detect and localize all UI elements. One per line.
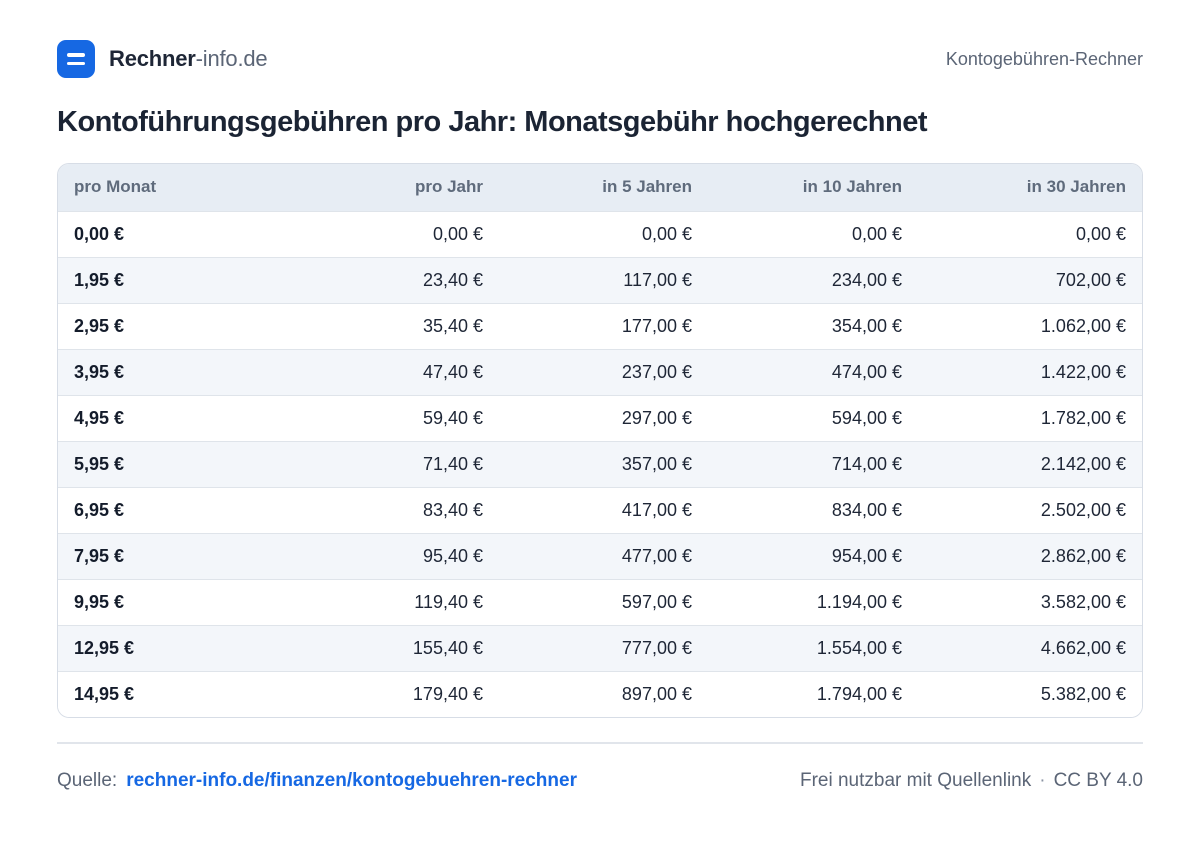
header: Rechner-info.de Kontogebühren-Rechner <box>57 40 1143 78</box>
table-row: 3,95 € 47,40 € 237,00 € 474,00 € 1.422,0… <box>58 349 1142 395</box>
cell-5-years: 477,00 € <box>621 545 692 566</box>
cell-30-years: 2.862,00 € <box>1040 545 1126 566</box>
logo-icon <box>57 40 95 78</box>
cell-yearly: 35,40 € <box>422 315 483 336</box>
table-body: 0,00 € 0,00 € 0,00 € 0,00 € 0,00 € 1,95 … <box>58 211 1142 717</box>
column-header-30-years: in 30 Jahren <box>1026 177 1126 197</box>
cell-yearly: 179,40 € <box>412 683 483 704</box>
cell-monthly: 0,00 € <box>74 223 125 244</box>
cell-yearly: 0,00 € <box>432 223 483 244</box>
cell-5-years: 117,00 € <box>623 269 692 290</box>
cell-5-years: 0,00 € <box>641 223 692 244</box>
cell-yearly: 83,40 € <box>422 499 483 520</box>
cell-5-years: 237,00 € <box>621 361 692 382</box>
cell-monthly: 14,95 € <box>74 683 135 704</box>
cell-30-years: 702,00 € <box>1055 269 1126 290</box>
table-row: 7,95 € 95,40 € 477,00 € 954,00 € 2.862,0… <box>58 533 1142 579</box>
cell-yearly: 59,40 € <box>422 407 483 428</box>
cell-10-years: 354,00 € <box>831 315 902 336</box>
brand[interactable]: Rechner-info.de <box>57 40 268 78</box>
cell-10-years: 0,00 € <box>851 223 902 244</box>
table-row: 9,95 € 119,40 € 597,00 € 1.194,00 € 3.58… <box>58 579 1142 625</box>
cell-30-years: 5.382,00 € <box>1040 683 1126 704</box>
column-header-10-years: in 10 Jahren <box>802 177 902 197</box>
cell-yearly: 23,40 € <box>422 269 483 290</box>
cell-yearly: 95,40 € <box>422 545 483 566</box>
license-separator: · <box>1039 770 1046 791</box>
cell-5-years: 177,00 € <box>621 315 692 336</box>
source-link[interactable]: rechner-info.de/finanzen/kontogebuehren-… <box>126 770 577 791</box>
cell-10-years: 714,00 € <box>831 453 902 474</box>
table-row: 2,95 € 35,40 € 177,00 € 354,00 € 1.062,0… <box>58 303 1142 349</box>
table-header-row: pro Monat pro Jahr in 5 Jahren in 10 Jah… <box>58 164 1142 211</box>
cell-5-years: 417,00 € <box>621 499 692 520</box>
license-text: Frei nutzbar mit Quellenlink <box>799 770 1032 791</box>
footer-divider <box>57 742 1143 744</box>
cell-5-years: 597,00 € <box>621 591 692 612</box>
cell-monthly: 4,95 € <box>74 407 125 428</box>
cell-5-years: 297,00 € <box>621 407 692 428</box>
table-row: 12,95 € 155,40 € 777,00 € 1.554,00 € 4.6… <box>58 625 1142 671</box>
cell-5-years: 357,00 € <box>621 453 692 474</box>
column-header-yearly: pro Jahr <box>414 177 483 197</box>
cell-10-years: 1.554,00 € <box>816 637 902 658</box>
source: Quelle: rechner-info.de/finanzen/kontoge… <box>57 770 577 792</box>
cell-yearly: 47,40 € <box>422 361 483 382</box>
cell-monthly: 5,95 € <box>74 453 125 474</box>
license-name: CC BY 4.0 <box>1053 770 1143 791</box>
cell-30-years: 4.662,00 € <box>1040 637 1126 658</box>
table-row: 5,95 € 71,40 € 357,00 € 714,00 € 2.142,0… <box>58 441 1142 487</box>
table-row: 0,00 € 0,00 € 0,00 € 0,00 € 0,00 € <box>58 211 1142 257</box>
cell-monthly: 2,95 € <box>74 315 125 336</box>
cell-10-years: 1.194,00 € <box>816 591 902 612</box>
cell-10-years: 474,00 € <box>831 361 902 382</box>
cell-10-years: 834,00 € <box>831 499 902 520</box>
cell-30-years: 2.142,00 € <box>1040 453 1126 474</box>
cell-monthly: 9,95 € <box>74 591 125 612</box>
cell-10-years: 234,00 € <box>831 269 902 290</box>
cell-monthly: 3,95 € <box>74 361 125 382</box>
table-row: 14,95 € 179,40 € 897,00 € 1.794,00 € 5.3… <box>58 671 1142 717</box>
cell-30-years: 2.502,00 € <box>1040 499 1126 520</box>
cell-30-years: 1.062,00 € <box>1040 315 1126 336</box>
cell-30-years: 0,00 € <box>1075 223 1126 244</box>
cell-monthly: 12,95 € <box>74 637 135 658</box>
fee-table: pro Monat pro Jahr in 5 Jahren in 10 Jah… <box>58 164 1142 717</box>
brand-name-strong: Rechner <box>109 46 196 71</box>
cell-10-years: 594,00 € <box>831 407 902 428</box>
footer: Quelle: rechner-info.de/finanzen/kontoge… <box>57 768 1143 794</box>
cell-5-years: 777,00 € <box>621 637 692 658</box>
cell-yearly: 119,40 € <box>414 591 483 612</box>
brand-name: Rechner-info.de <box>109 46 268 72</box>
fee-table-container: pro Monat pro Jahr in 5 Jahren in 10 Jah… <box>57 163 1143 718</box>
source-label: Quelle: <box>57 770 118 791</box>
table-row: 6,95 € 83,40 € 417,00 € 834,00 € 2.502,0… <box>58 487 1142 533</box>
cell-10-years: 954,00 € <box>831 545 902 566</box>
brand-name-light: -info.de <box>195 46 268 71</box>
cell-30-years: 1.782,00 € <box>1040 407 1126 428</box>
page-title: Kontoführungsgebühren pro Jahr: Monatsge… <box>57 106 928 138</box>
cell-monthly: 7,95 € <box>74 545 125 566</box>
cell-yearly: 155,40 € <box>412 637 483 658</box>
page-label: Kontogebühren-Rechner <box>945 48 1143 69</box>
column-header-monthly: pro Monat <box>74 177 157 197</box>
cell-monthly: 6,95 € <box>74 499 125 520</box>
table-row: 1,95 € 23,40 € 117,00 € 234,00 € 702,00 … <box>58 257 1142 303</box>
cell-yearly: 71,40 € <box>422 453 483 474</box>
column-header-5-years: in 5 Jahren <box>602 177 692 197</box>
cell-30-years: 3.582,00 € <box>1040 591 1126 612</box>
cell-30-years: 1.422,00 € <box>1040 361 1126 382</box>
cell-5-years: 897,00 € <box>621 683 692 704</box>
cell-10-years: 1.794,00 € <box>816 683 902 704</box>
table-row: 4,95 € 59,40 € 297,00 € 594,00 € 1.782,0… <box>58 395 1142 441</box>
license: Frei nutzbar mit Quellenlink · CC BY 4.0 <box>800 770 1143 792</box>
cell-monthly: 1,95 € <box>74 269 125 290</box>
